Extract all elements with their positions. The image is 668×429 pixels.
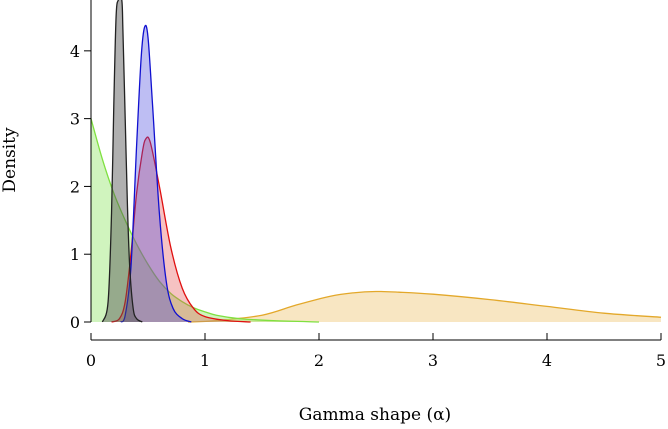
series-4-line (101, 0, 143, 323)
series-2-area (111, 137, 251, 322)
series-1-area (91, 118, 319, 322)
x-tick-label: 1 (200, 351, 210, 370)
series-0-area (187, 291, 661, 322)
x-tick-label: 5 (656, 351, 666, 370)
y-tick-label: 4 (70, 42, 80, 61)
series-3-area (120, 25, 192, 323)
x-axis-title: Gamma shape (α) (299, 405, 451, 425)
series-4-area (102, 0, 143, 322)
axis-layer: 0 1 2 3 4 0 1 2 3 4 5 (70, 0, 666, 370)
y-tick-label: 1 (70, 245, 80, 264)
y-tick-label: 0 (70, 313, 80, 332)
x-tick-label: 4 (542, 351, 552, 370)
x-tick-label: 2 (314, 351, 324, 370)
x-tick-label: 0 (86, 351, 96, 370)
series-3-line (120, 24, 192, 323)
series-1-line (90, 118, 320, 323)
series-2-line (111, 136, 251, 323)
x-tick-label: 3 (428, 351, 438, 370)
y-tick-label: 3 (70, 110, 80, 129)
y-tick-label: 2 (70, 177, 80, 196)
series-0-line (187, 290, 662, 323)
series-layer (90, 0, 662, 323)
y-axis-title: Density (0, 127, 20, 193)
